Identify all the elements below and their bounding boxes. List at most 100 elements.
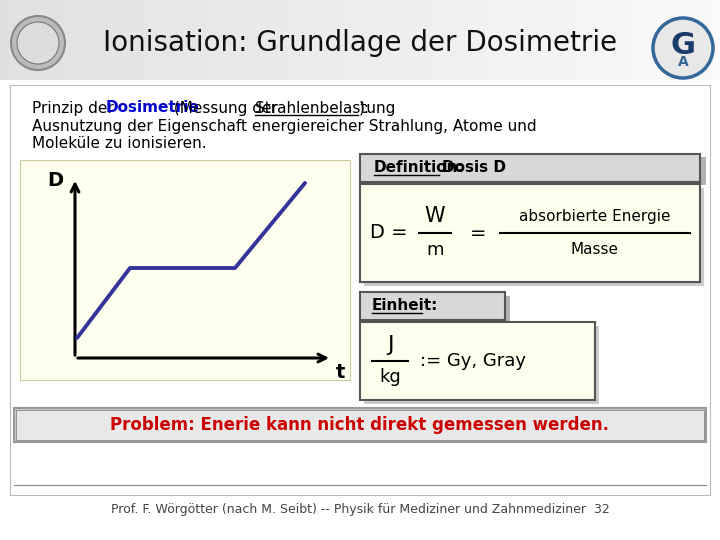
Bar (366, 157, 706, 185)
Bar (360, 322, 595, 400)
Bar (234, 0, 243, 80)
Circle shape (17, 22, 59, 64)
Text: =: = (470, 224, 487, 242)
Bar (486, 0, 495, 80)
Bar (108, 0, 117, 80)
Bar (621, 0, 630, 80)
Bar (540, 0, 549, 80)
Bar (684, 0, 693, 80)
Bar (365, 296, 510, 324)
Bar (648, 0, 657, 80)
Bar (594, 0, 603, 80)
Bar (207, 0, 216, 80)
Text: absorbierte Energie: absorbierte Energie (519, 208, 671, 224)
Bar (54, 0, 63, 80)
Text: Dosis D: Dosis D (442, 160, 506, 176)
Bar (585, 0, 594, 80)
Bar (612, 0, 621, 80)
Bar (396, 0, 405, 80)
Text: (Messung der: (Messung der (169, 100, 283, 116)
Bar (459, 0, 468, 80)
Bar (522, 0, 531, 80)
Bar (225, 0, 234, 80)
Bar (162, 0, 171, 80)
Bar (364, 326, 599, 404)
Bar (567, 0, 576, 80)
Text: G: G (670, 30, 696, 59)
Text: Prof. F. Wörgötter (nach M. Seibt) -- Physik für Mediziner und Zahnmediziner  32: Prof. F. Wörgötter (nach M. Seibt) -- Ph… (111, 503, 609, 516)
Text: Ausnutzung der Eigenschaft energiereicher Strahlung, Atome und: Ausnutzung der Eigenschaft energiereiche… (32, 118, 536, 133)
Bar (144, 0, 153, 80)
Bar (252, 0, 261, 80)
Text: kg: kg (379, 368, 401, 386)
Bar (369, 0, 378, 80)
Bar (360, 0, 369, 80)
Bar (153, 0, 162, 80)
Bar (117, 0, 126, 80)
Bar (711, 0, 720, 80)
Bar (477, 0, 486, 80)
Bar (279, 0, 288, 80)
Bar (675, 0, 684, 80)
Bar (342, 0, 351, 80)
Bar (333, 0, 342, 80)
Text: Prinzip der: Prinzip der (32, 100, 119, 116)
Bar (45, 0, 54, 80)
Bar (135, 0, 144, 80)
Bar (450, 0, 459, 80)
Text: Strahlenbelastung: Strahlenbelastung (255, 100, 395, 116)
Bar (261, 0, 270, 80)
Bar (666, 0, 675, 80)
Text: J: J (387, 335, 393, 355)
Text: Ionisation: Grundlage der Dosimetrie: Ionisation: Grundlage der Dosimetrie (103, 29, 617, 57)
Bar (180, 0, 189, 80)
Text: D =: D = (370, 224, 408, 242)
Text: A: A (678, 55, 688, 69)
Text: := Gy, Gray: := Gy, Gray (420, 352, 526, 370)
Text: D: D (47, 171, 63, 190)
Bar (504, 0, 513, 80)
Bar (360, 292, 505, 320)
Bar (14, 408, 706, 442)
Bar (432, 0, 441, 80)
Bar (270, 0, 279, 80)
Bar (243, 0, 252, 80)
Bar (9, 0, 18, 80)
Bar (639, 0, 648, 80)
Text: Definition:: Definition: (374, 160, 464, 176)
Bar (405, 0, 414, 80)
Bar (27, 0, 36, 80)
Bar (495, 0, 504, 80)
Circle shape (11, 16, 65, 70)
Bar (351, 0, 360, 80)
Bar (36, 0, 45, 80)
Bar (18, 0, 27, 80)
Bar (693, 0, 702, 80)
Bar (126, 0, 135, 80)
Bar (90, 0, 99, 80)
Bar (630, 0, 639, 80)
Bar (364, 188, 704, 286)
Bar (189, 0, 198, 80)
Bar (441, 0, 450, 80)
Bar (360, 184, 700, 282)
Bar (198, 0, 207, 80)
Bar (414, 0, 423, 80)
Bar (63, 0, 72, 80)
Bar (306, 0, 315, 80)
Text: Dosimetrie: Dosimetrie (105, 100, 199, 116)
Bar (603, 0, 612, 80)
Bar (513, 0, 522, 80)
Bar (72, 0, 81, 80)
Bar (468, 0, 477, 80)
Bar (99, 0, 108, 80)
Bar (288, 0, 297, 80)
Bar (171, 0, 180, 80)
Bar (324, 0, 333, 80)
Bar (360, 154, 700, 182)
Bar (576, 0, 585, 80)
Text: Problem: Enerie kann nicht direkt gemessen werden.: Problem: Enerie kann nicht direkt gemess… (110, 416, 610, 434)
Text: Masse: Masse (571, 242, 619, 258)
Bar (531, 0, 540, 80)
Text: ):: ): (359, 100, 369, 116)
